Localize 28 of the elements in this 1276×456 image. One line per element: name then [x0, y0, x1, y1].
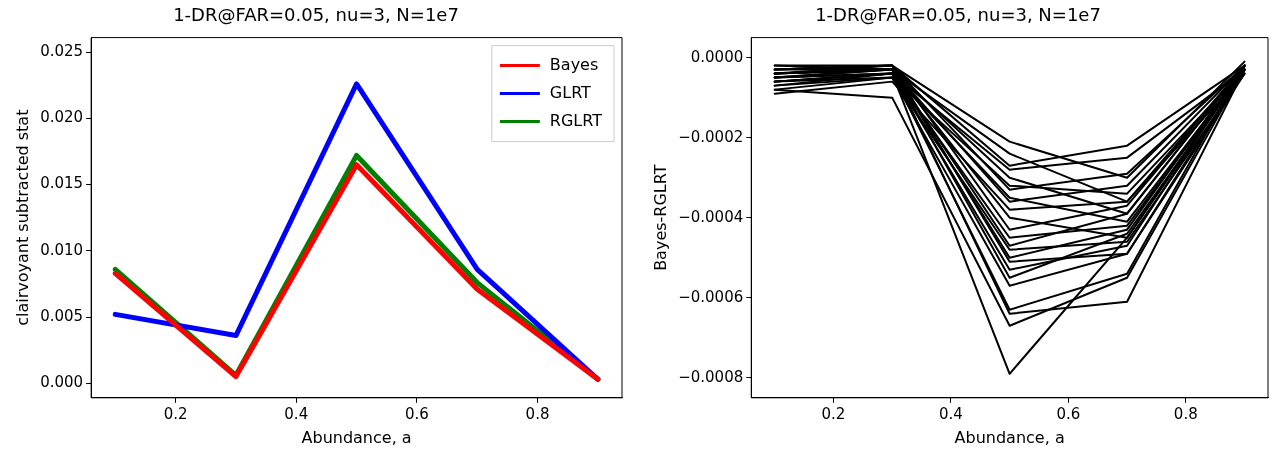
- y-tick-label: −0.0002: [678, 127, 744, 146]
- x-tick-label: 0.2: [821, 404, 846, 423]
- y-axis-title: clairvoyant subtracted stat: [12, 109, 32, 326]
- y-tick-label: 0.010: [40, 240, 84, 259]
- y-axis-title: Bayes-RGLRT: [650, 164, 670, 271]
- x-tick-label: 0.8: [525, 404, 550, 423]
- y-tick-label: 0.025: [40, 42, 84, 61]
- y-tick-label: −0.0008: [678, 367, 744, 386]
- legend-label: Bayes: [549, 54, 599, 74]
- y-tick-label: −0.0006: [678, 287, 744, 306]
- y-tick-label: −0.0004: [678, 207, 744, 226]
- x-tick-label: 0.2: [163, 404, 188, 423]
- chart-title: 1-DR@FAR=0.05, nu=3, N=1e7: [173, 4, 459, 26]
- x-tick-label: 0.4: [938, 404, 963, 423]
- y-tick-label: 0.005: [40, 306, 84, 325]
- x-tick-label: 0.6: [1056, 404, 1081, 423]
- x-tick-label: 0.8: [1173, 404, 1198, 423]
- x-tick-label: 0.6: [404, 404, 429, 423]
- y-tick-label: 0.0000: [690, 47, 744, 66]
- legend-label: RGLRT: [549, 110, 603, 130]
- y-tick-label: 0.015: [40, 174, 84, 193]
- y-tick-label: 0.020: [40, 108, 84, 127]
- x-tick-label: 0.4: [284, 404, 309, 423]
- y-tick-label: 0.000: [40, 373, 84, 392]
- chart-title: 1-DR@FAR=0.05, nu=3, N=1e7: [815, 4, 1101, 26]
- x-axis-title: Abundance, a: [954, 427, 1065, 447]
- legend-label: GLRT: [549, 82, 592, 102]
- x-axis-title: Abundance, a: [301, 427, 412, 447]
